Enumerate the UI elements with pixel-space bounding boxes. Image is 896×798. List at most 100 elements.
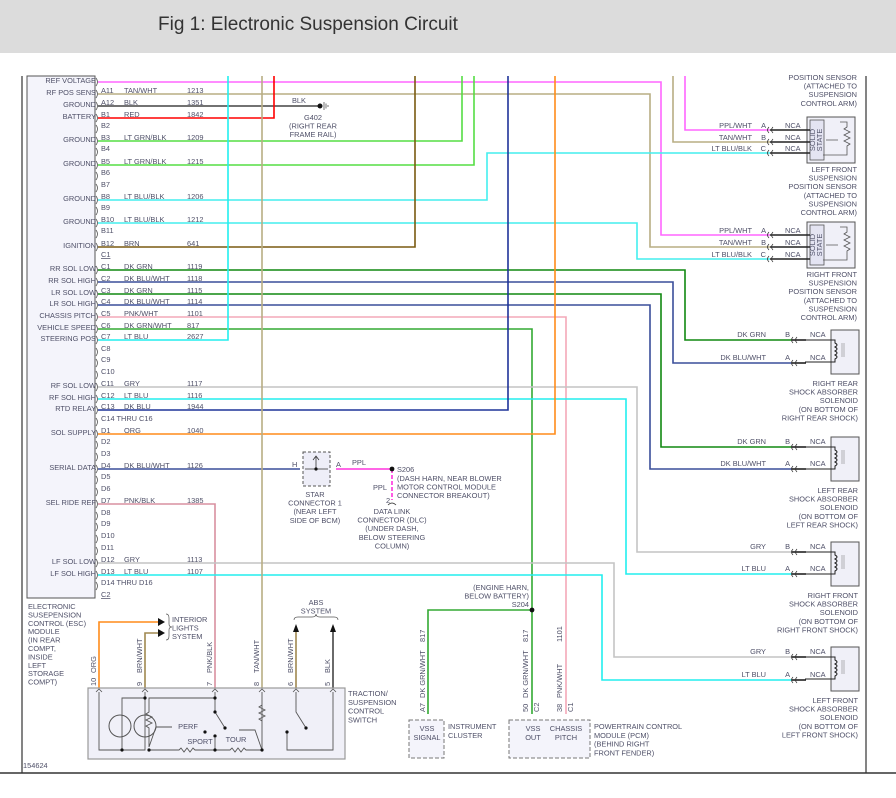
wire-lt-grn-blk	[98, 76, 475, 166]
connector-terminal-icon	[95, 136, 98, 146]
wire-dk-grn	[98, 293, 792, 448]
solenoid-core-icon	[841, 660, 845, 674]
circuit-number: 1206	[187, 192, 203, 201]
sensor-label: RIGHT FRONT	[807, 270, 858, 279]
pin-function-label: RR SOL HIGH	[48, 276, 96, 285]
abs-system-label: SYSTEM	[301, 607, 331, 616]
connector-icon	[791, 548, 798, 556]
pin-number: D3	[101, 449, 110, 458]
wire-lt-blu	[98, 76, 229, 341]
connector-terminal-icon	[95, 499, 98, 509]
wire-lt-blu	[98, 398, 792, 575]
wire-color-label: LT BLU/BLK	[124, 215, 164, 224]
star-connector-label: (NEAR LEFT	[293, 507, 337, 516]
wire-color-label: BLK	[124, 98, 138, 107]
pin-number: C13	[101, 402, 115, 411]
junction-dot	[213, 710, 217, 714]
pin-number: D9	[101, 519, 110, 528]
dlc-label: DATA LINK	[374, 507, 411, 516]
wire-color-label: TAN/WHT	[252, 639, 261, 673]
wire-dk-grn	[98, 269, 792, 341]
junction-dot	[203, 730, 207, 734]
solenoid-box	[830, 646, 860, 692]
wire-gry	[98, 386, 792, 553]
connector-pin-letter: B	[761, 238, 766, 247]
circuit-number: 1209	[187, 133, 203, 142]
connector-terminal-icon	[95, 394, 98, 404]
connector-icon	[791, 465, 798, 473]
pcm-label: (BEHIND RIGHT	[594, 740, 650, 749]
junction-dot	[223, 726, 227, 730]
pin-number: D6	[101, 484, 110, 493]
circuit-number: 1101	[187, 309, 203, 318]
pin-number: A12	[101, 98, 114, 107]
solid-state-box	[809, 224, 825, 266]
brace-icon	[293, 613, 339, 621]
circuit-number: 1118	[187, 274, 202, 283]
star-connector-label: SIDE OF BCM)	[290, 516, 341, 525]
pin-function-label: VEHICLE SPEED	[37, 323, 96, 332]
circuit-number: 1119	[187, 262, 202, 271]
solenoid-label: SHOCK ABSORBER	[789, 495, 858, 504]
traction-switch-label: CONTROL	[348, 707, 384, 716]
pin-number: B10	[101, 215, 114, 224]
connector-terminal-icon	[95, 335, 98, 345]
pin-number: B2	[101, 121, 110, 130]
title-bar: Fig 1: Electronic Suspension Circuit	[0, 0, 896, 53]
wire-color-label: PPL/WHT	[719, 226, 752, 235]
pin-function-label: REF VOLTAGE	[45, 76, 96, 85]
abs-system-label: ABS	[309, 598, 324, 607]
figure-title: Fig 1: Electronic Suspension Circuit	[158, 14, 458, 35]
connector-icon	[791, 443, 798, 451]
pin-number: B9	[101, 203, 110, 212]
connector-pin-letter: A	[761, 121, 766, 130]
wire-color-label: BLK	[323, 659, 332, 673]
arrow-icon	[158, 618, 165, 637]
nca-label: NCA	[810, 459, 826, 468]
connector-pin-letter: B	[785, 437, 790, 446]
circuit-number: 1212	[187, 215, 203, 224]
wire-color-label: DK GRN	[737, 330, 766, 339]
nca-label: NCA	[810, 437, 826, 446]
connector-terminal-icon	[95, 265, 98, 275]
wire-color-label: PNK/WHT	[555, 663, 564, 698]
wire-color-label: LT BLU	[742, 564, 766, 573]
connector-terminal-icon	[95, 522, 98, 532]
pin-number: 7	[205, 682, 214, 686]
solenoid-box	[830, 541, 860, 587]
pin-number: D14 THRU D16	[101, 578, 153, 587]
wire-dk-blu-wht	[98, 304, 792, 470]
connector-pin-letter: B	[785, 647, 790, 656]
connector-terminal-icon	[95, 440, 98, 450]
ground-location: FRAME RAIL)	[290, 130, 337, 139]
circuit-number: 1107	[187, 567, 203, 576]
esc-module-label: LEFT	[28, 661, 47, 670]
connector-icon	[791, 336, 798, 344]
wire-gry	[98, 562, 792, 658]
wire-color-label: DK BLU/WHT	[124, 274, 170, 283]
nca-label: NCA	[810, 542, 826, 551]
pin-function-label: RF SOL HIGH	[49, 393, 96, 402]
connector-terminal-icon	[95, 324, 98, 334]
pin-number: C10	[101, 367, 115, 376]
pcm-label: MODULE (PCM)	[594, 731, 649, 740]
pin-function-label: LF SOL HIGH	[50, 569, 96, 578]
circuit-number: 1115	[187, 286, 202, 295]
circuit-number: 1114	[187, 297, 202, 306]
circuit-number: 1040	[187, 426, 203, 435]
connector-terminal-icon	[95, 475, 98, 485]
wire-color-label: DK GRN/WHT	[521, 650, 530, 698]
connector-icon	[791, 653, 798, 661]
connector-terminal-icon	[95, 429, 98, 439]
wire-color-label: TAN/WHT	[719, 238, 753, 247]
connector-terminal-icon	[95, 534, 98, 544]
connector-id: C1	[566, 703, 575, 712]
wire-red	[98, 76, 275, 119]
star-connector-label: STAR	[305, 490, 324, 499]
solenoid-label: SHOCK ABSORBER	[789, 600, 858, 609]
connector-icon	[329, 688, 337, 693]
pin-number: C9	[101, 355, 110, 364]
sensor-label: SUSPENSION	[809, 90, 857, 99]
nca-label: NCA	[785, 238, 801, 247]
pin-number: A7	[418, 703, 427, 712]
